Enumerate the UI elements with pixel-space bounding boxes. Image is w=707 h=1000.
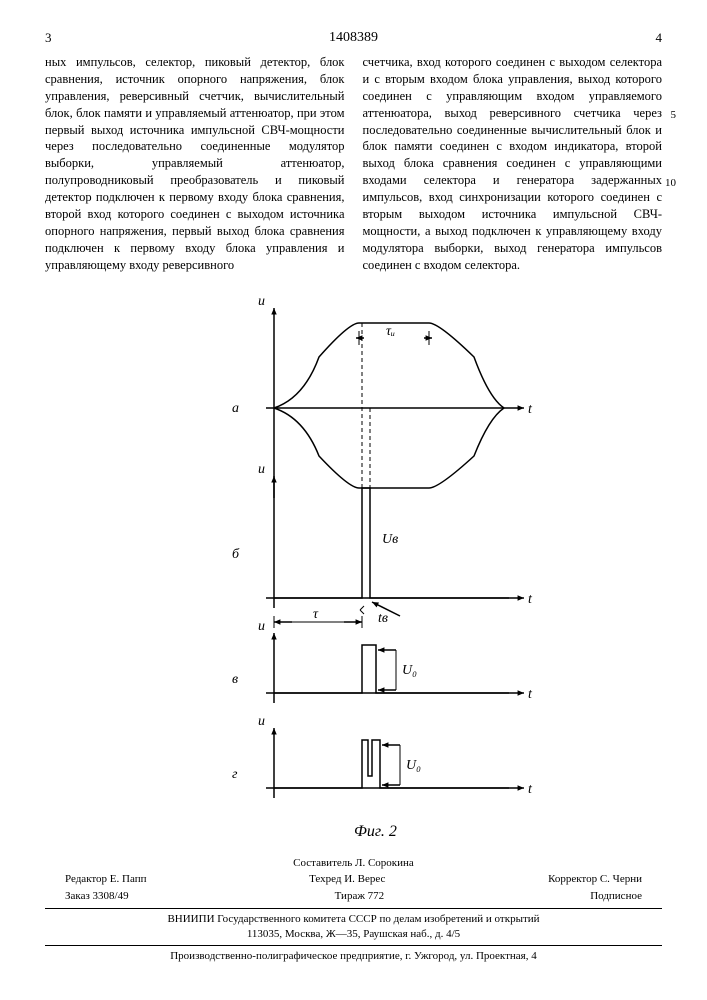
svg-text:t: t <box>528 592 533 607</box>
svg-text:t: t <box>528 402 533 417</box>
footer: Составитель Л. Сорокина Редактор Е. Папп… <box>45 856 662 964</box>
page-number-right: 4 <box>632 30 662 46</box>
line-marker-10: 10 <box>665 176 676 191</box>
svg-text:t: t <box>528 782 533 797</box>
right-column: 5 10 счетчика, вход которого соединен с … <box>363 54 663 273</box>
svg-text:τᵤ: τᵤ <box>386 324 395 339</box>
svg-text:u: u <box>258 462 265 477</box>
svg-text:u: u <box>258 619 265 634</box>
compiler: Составитель Л. Сорокина <box>45 856 662 871</box>
editor: Редактор Е. Папп <box>65 872 146 887</box>
svg-text:в: в <box>232 672 238 687</box>
svg-text:Uв: Uв <box>382 532 398 547</box>
document-number: 1408389 <box>75 30 632 46</box>
tirazh: Тираж 772 <box>335 889 385 904</box>
svg-text:U₀: U₀ <box>402 663 417 678</box>
svg-text:U₀: U₀ <box>406 758 421 773</box>
page-number-left: 3 <box>45 30 75 46</box>
order-number: Заказ 3308/49 <box>65 889 129 904</box>
subscription: Подписное <box>590 889 642 904</box>
line-marker-5: 5 <box>671 108 677 123</box>
address: 113035, Москва, Ж—35, Раушская наб., д. … <box>45 927 662 942</box>
svg-text:u: u <box>258 714 265 729</box>
svg-text:τ: τ <box>313 607 319 622</box>
text-columns: ных импульсов, селектор, пиковый детекто… <box>45 54 662 273</box>
column-text: ных импульсов, селектор, пиковый детекто… <box>45 55 345 272</box>
left-column: ных импульсов, селектор, пиковый детекто… <box>45 54 345 273</box>
svg-text:г: г <box>232 767 238 782</box>
svg-text:tв: tв <box>378 611 388 626</box>
figure-svg: utаτᵤutбUвτtвutвU₀utгU₀Фиг. 2 <box>164 288 544 848</box>
organization: ВНИИПИ Государственного комитета СССР по… <box>45 912 662 927</box>
corrector: Корректор С. Черни <box>548 872 642 887</box>
svg-text:б: б <box>232 547 240 562</box>
svg-text:а: а <box>232 401 239 416</box>
svg-text:t: t <box>528 687 533 702</box>
svg-text:Фиг. 2: Фиг. 2 <box>354 823 397 840</box>
printer: Производственно-полиграфическое предприя… <box>45 949 662 964</box>
svg-text:u: u <box>258 294 265 309</box>
tech-editor: Техред И. Верес <box>309 872 385 887</box>
header: 3 1408389 4 <box>45 30 662 46</box>
figure-2: utаτᵤutбUвτtвutвU₀utгU₀Фиг. 2 <box>45 288 662 848</box>
page: 3 1408389 4 ных импульсов, селектор, пик… <box>0 0 707 985</box>
column-text: счетчика, вход которого соединен с выход… <box>363 55 663 272</box>
